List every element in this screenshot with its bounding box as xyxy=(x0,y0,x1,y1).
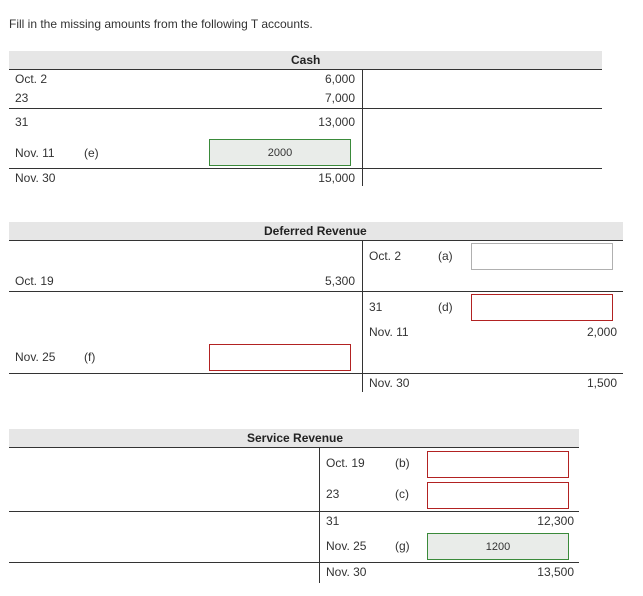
deferred-right-date: Oct. 2 xyxy=(369,249,402,263)
answer-input-c[interactable] xyxy=(427,482,569,509)
deferred-revenue-title: Deferred Revenue xyxy=(264,224,367,238)
cash-header: Cash xyxy=(9,51,602,70)
answer-letter-d: (d) xyxy=(438,300,453,314)
deferred-right-date: 31 xyxy=(369,300,383,314)
cash-row-amount: 6,000 xyxy=(324,72,355,86)
answer-input-e[interactable] xyxy=(209,139,351,166)
deferred-revenue-total-line xyxy=(9,373,623,374)
answer-input-d[interactable] xyxy=(471,294,613,321)
deferred-right-date: Nov. 30 xyxy=(369,376,410,390)
service-revenue-title: Service Revenue xyxy=(247,431,344,445)
answer-letter-e: (e) xyxy=(84,146,99,160)
deferred-revenue-line xyxy=(9,291,623,292)
deferred-revenue-header: Deferred Revenue xyxy=(9,222,623,241)
service-revenue-divider xyxy=(319,447,320,583)
answer-letter-a: (a) xyxy=(438,249,453,263)
deferred-right-amount: 1,500 xyxy=(586,376,617,390)
cash-divider xyxy=(362,69,363,186)
service-right-amount: 13,500 xyxy=(537,565,574,579)
service-revenue-total-line xyxy=(9,562,579,563)
cash-row-amount: 7,000 xyxy=(324,91,355,105)
service-right-date: Oct. 19 xyxy=(326,456,365,470)
cash-row-date: 23 xyxy=(15,91,29,105)
service-revenue-header: Service Revenue xyxy=(9,429,579,448)
answer-input-b[interactable] xyxy=(427,451,569,478)
answer-letter-f: (f) xyxy=(84,350,96,364)
answer-letter-c: (c) xyxy=(395,487,409,501)
deferred-left-amount: 5,300 xyxy=(324,274,355,288)
answer-letter-g: (g) xyxy=(395,539,410,553)
deferred-revenue-divider xyxy=(362,240,363,392)
service-revenue-line xyxy=(9,511,579,512)
cash-subtotal-line xyxy=(9,108,602,109)
cash-row-date: Nov. 30 xyxy=(15,171,56,185)
answer-input-f[interactable] xyxy=(209,344,351,371)
service-right-date: Nov. 30 xyxy=(326,565,367,579)
deferred-right-amount: 2,000 xyxy=(586,325,617,339)
answer-input-a[interactable] xyxy=(471,243,613,270)
answer-input-g[interactable] xyxy=(427,533,569,560)
service-right-amount: 12,300 xyxy=(537,514,574,528)
cash-row-amount: 15,000 xyxy=(318,171,355,185)
service-right-date: 31 xyxy=(326,514,340,528)
instruction-text: Fill in the missing amounts from the fol… xyxy=(9,17,313,31)
cash-row-amount: 13,000 xyxy=(318,115,355,129)
deferred-left-date: Oct. 19 xyxy=(15,274,54,288)
cash-title: Cash xyxy=(291,53,321,67)
deferred-left-date: Nov. 25 xyxy=(15,350,56,364)
cash-row-date: Nov. 11 xyxy=(15,146,55,160)
cash-row-date: Oct. 2 xyxy=(15,72,48,86)
service-right-date: Nov. 25 xyxy=(326,539,367,553)
cash-row-date: 31 xyxy=(15,115,29,129)
service-right-date: 23 xyxy=(326,487,340,501)
deferred-right-date: Nov. 11 xyxy=(369,325,409,339)
cash-total-line xyxy=(9,168,602,169)
answer-letter-b: (b) xyxy=(395,456,410,470)
